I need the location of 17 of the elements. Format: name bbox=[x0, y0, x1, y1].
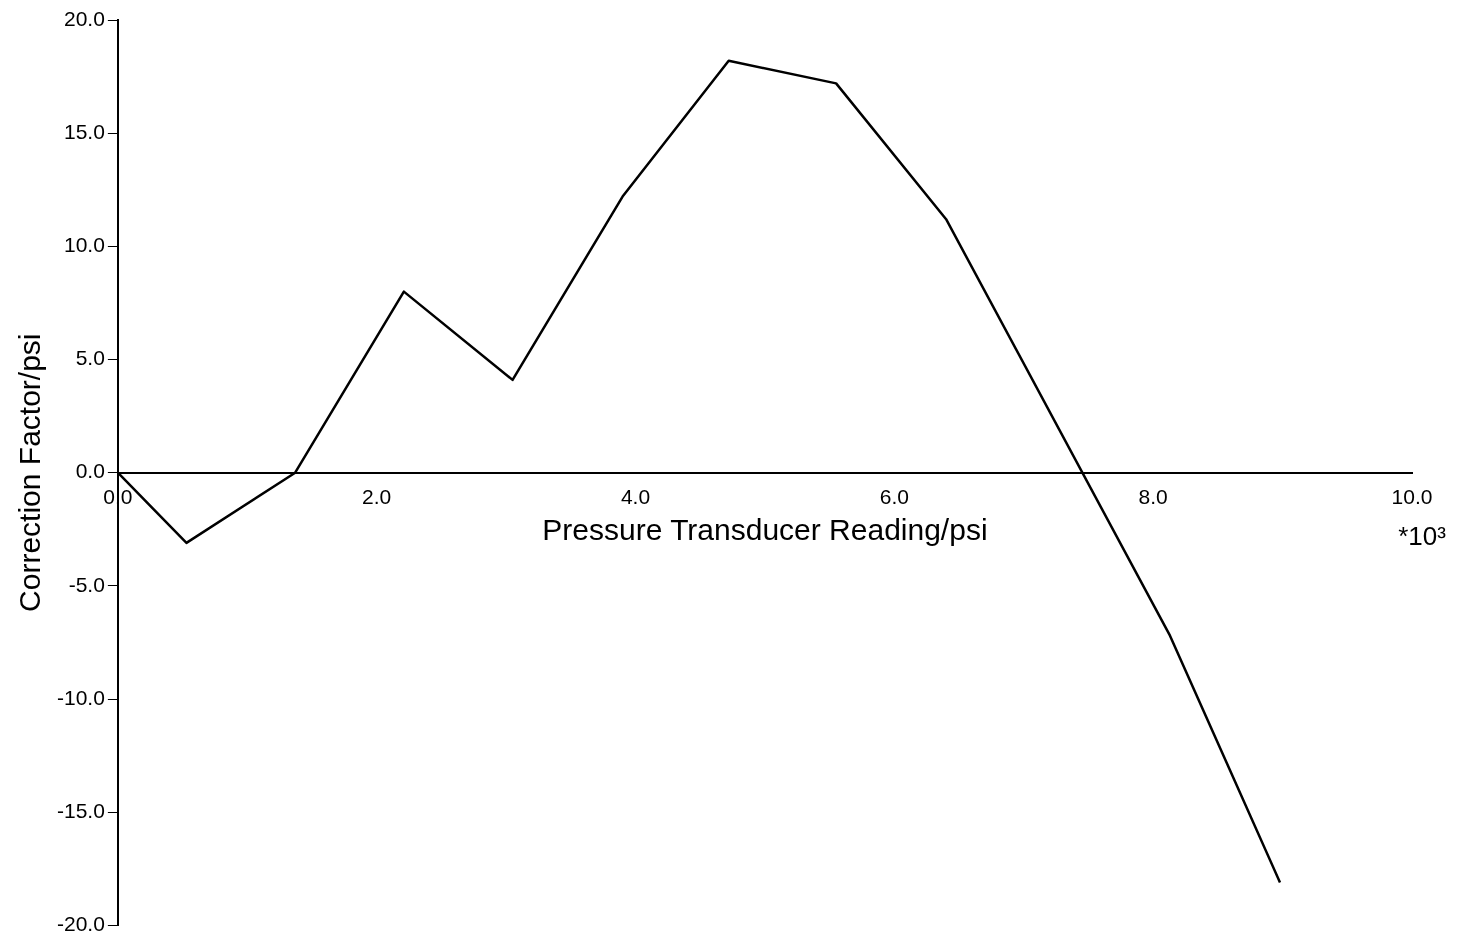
x-tick-label: 6.0 bbox=[879, 485, 909, 509]
y-tick-label: 0.0 bbox=[75, 459, 105, 483]
y-tick-label: 15.0 bbox=[63, 119, 105, 143]
x-tick-label: 10.0 bbox=[1391, 485, 1433, 509]
annotation: *10³ bbox=[1398, 520, 1447, 551]
x-tick-label: 4.0 bbox=[620, 485, 651, 509]
y-axis-title: Correction Factor/psi bbox=[13, 333, 47, 612]
x-tick-label: 8.0 bbox=[1138, 485, 1168, 509]
x-tick-label: 2.0 bbox=[362, 485, 392, 509]
x-axis-title: Pressure Transducer Reading/psi bbox=[542, 513, 988, 547]
y-tick-label: -15.0 bbox=[56, 799, 105, 823]
y-tick-label: 5.0 bbox=[75, 346, 105, 370]
y-tick-label: 10.0 bbox=[63, 233, 105, 257]
y-tick-label: -10.0 bbox=[56, 685, 105, 709]
y-tick-label: -5.0 bbox=[68, 572, 105, 596]
y-tick-label: -20.0 bbox=[56, 912, 105, 936]
y-tick-label: 20.0 bbox=[63, 6, 105, 30]
